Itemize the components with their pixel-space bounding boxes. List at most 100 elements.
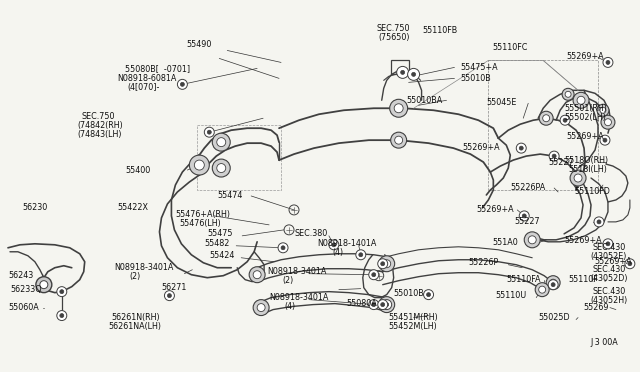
Circle shape [594,217,604,227]
Text: (75650): (75650) [378,33,410,42]
Text: 55110U: 55110U [495,291,527,300]
Circle shape [601,115,615,129]
Text: 55269: 55269 [583,303,609,312]
Circle shape [551,283,555,287]
Text: 55226P: 55226P [468,258,499,267]
Circle shape [606,60,610,64]
Circle shape [401,70,404,74]
Text: 55269+A: 55269+A [476,205,514,214]
Circle shape [539,286,546,293]
Text: 55060A: 55060A [8,303,39,312]
Circle shape [212,133,230,151]
Circle shape [164,291,175,301]
Text: (43052H): (43052H) [590,296,627,305]
Circle shape [625,259,635,269]
Text: (43052D): (43052D) [590,274,627,283]
Circle shape [381,262,385,266]
Text: 55400: 55400 [125,166,151,174]
Text: 55226PA: 55226PA [510,183,545,192]
Text: 55501(RH): 55501(RH) [564,104,607,113]
Circle shape [603,57,613,67]
Circle shape [212,159,230,177]
Circle shape [385,302,388,307]
Circle shape [383,260,390,268]
Text: 55422X: 55422X [118,203,148,212]
Circle shape [60,290,64,294]
Text: N08918-3401A: N08918-3401A [115,263,174,272]
Circle shape [390,132,406,148]
Circle shape [539,111,553,125]
Text: N08918-1401A: N08918-1401A [317,239,376,248]
Text: SEC.380: SEC.380 [294,230,327,238]
Text: 5518I(LH): 5518I(LH) [568,164,607,174]
Text: 56261NA(LH): 56261NA(LH) [109,322,162,331]
Text: 55476+A(RH): 55476+A(RH) [175,211,230,219]
Circle shape [543,115,550,122]
Text: (4): (4) [284,302,295,311]
Text: N08918-3401A: N08918-3401A [267,267,326,276]
Text: 55110FB: 55110FB [422,26,458,35]
Text: 56271: 56271 [161,283,187,292]
Text: 55490: 55490 [187,40,212,49]
Circle shape [606,242,610,246]
Circle shape [281,246,285,250]
Text: 55269+A: 55269+A [463,142,500,152]
Circle shape [204,127,214,137]
Circle shape [574,174,582,182]
Circle shape [180,82,184,86]
Circle shape [381,302,385,307]
Circle shape [359,253,363,257]
Text: 55502(LH): 55502(LH) [564,113,606,122]
Text: J 3 00A: J 3 00A [590,338,618,347]
Circle shape [379,296,395,312]
Text: (74842(RH): (74842(RH) [77,121,124,130]
Text: 55110FA: 55110FA [506,275,541,284]
Text: (43052E): (43052E) [590,252,627,261]
Circle shape [378,259,388,269]
Circle shape [562,88,574,100]
Circle shape [548,280,558,290]
Circle shape [408,68,420,80]
Circle shape [604,119,611,126]
Circle shape [379,256,395,272]
Circle shape [424,290,433,299]
Circle shape [278,243,288,253]
Circle shape [372,302,376,307]
Circle shape [427,293,431,296]
Circle shape [524,232,540,248]
Circle shape [253,271,261,279]
Circle shape [546,276,560,290]
Text: 55475+A: 55475+A [460,63,498,72]
Circle shape [378,299,388,310]
Circle shape [573,92,589,108]
Text: 55474: 55474 [217,192,243,201]
Circle shape [329,240,339,250]
Circle shape [397,67,408,78]
Circle shape [369,299,379,310]
Circle shape [577,96,585,104]
Text: SEC.430: SEC.430 [592,265,625,274]
Circle shape [516,143,526,153]
Text: N08918-6081A: N08918-6081A [118,74,177,83]
Circle shape [519,146,524,150]
Circle shape [383,301,390,309]
Text: 55269+A: 55269+A [564,236,602,245]
Circle shape [257,304,265,312]
Circle shape [597,104,609,116]
Circle shape [249,267,265,283]
Text: 55045E: 55045E [486,98,516,107]
Circle shape [207,130,211,134]
Circle shape [356,250,366,260]
Text: 55269+A: 55269+A [566,52,604,61]
Circle shape [552,154,556,158]
Circle shape [57,287,67,296]
Text: 55080B[  -0701]: 55080B[ -0701] [125,64,189,73]
Text: 551A0: 551A0 [492,238,518,247]
Text: SEC.750: SEC.750 [82,112,115,121]
Text: 5518O(RH): 5518O(RH) [564,155,608,164]
Circle shape [522,214,526,218]
Circle shape [563,118,567,122]
Text: 55227: 55227 [515,217,540,227]
Circle shape [600,107,606,113]
Circle shape [570,170,586,186]
